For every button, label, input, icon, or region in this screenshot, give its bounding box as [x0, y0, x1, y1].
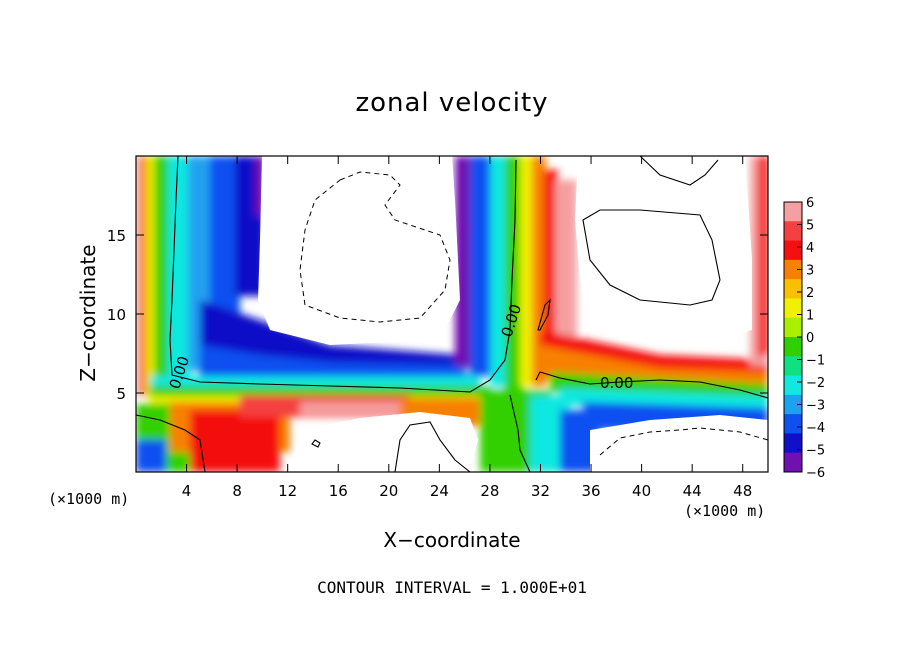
x-tick-label: 48: [733, 482, 752, 500]
field-surf-blue: [136, 440, 166, 472]
x-axis-ticks: 4 8 12 16 20 24 28 32 36 40 44 48: [182, 156, 752, 500]
x-tick-label: 12: [278, 482, 297, 500]
field-central-yellow: [520, 156, 534, 386]
colorbar-tick-label: −3: [806, 399, 825, 414]
colorbar-tick-label: 4: [806, 241, 814, 256]
colorbar-tick-label: −4: [806, 421, 825, 436]
colorbar-tick-label: −6: [806, 466, 825, 481]
x-units-left: (×1000 m): [48, 490, 130, 508]
colorbar-tick-label: 1: [806, 309, 814, 324]
colorbar-tick-label: −5: [806, 444, 825, 459]
colorbar-swatch: [784, 202, 802, 222]
x-axis-label: X−coordinate: [383, 528, 521, 552]
contour-label-right: 0.00: [600, 374, 633, 392]
colorbar-swatch: [784, 240, 802, 261]
contour-zero-right: [535, 371, 768, 399]
colorbar-swatch: [784, 298, 802, 319]
field-central-pink: [555, 180, 577, 380]
x-tick-label: 44: [683, 482, 702, 500]
x-tick-label: 24: [430, 482, 449, 500]
contour-top-right: [639, 156, 719, 186]
field-central-red: [544, 170, 558, 380]
field-left-violet: [255, 156, 265, 216]
x-tick-label: 40: [632, 482, 651, 500]
contour-right-loop: [582, 209, 721, 306]
field-white-bottom-right: [590, 415, 768, 472]
x-tick-label: 4: [182, 482, 192, 500]
contour-interval-note: CONTOUR INTERVAL = 1.000E+01: [317, 578, 587, 597]
field-central-violet: [455, 156, 473, 366]
field-central-blue: [470, 156, 492, 376]
colorbar-swatch: [784, 452, 802, 473]
x-tick-label: 36: [581, 482, 600, 500]
colorbar: 6 5 4 3 2 1 0 −1 −2 −3 −4 −5 −6: [783, 196, 825, 481]
contour-lower-central: [509, 394, 531, 472]
colorbar-swatch: [784, 375, 802, 396]
heatmap-field: [136, 156, 768, 472]
y-tick-label: 10: [107, 306, 126, 324]
field-left-green: [154, 156, 168, 386]
colorbar-tick-label: −1: [806, 354, 825, 369]
y-tick-label: 5: [116, 385, 126, 403]
contour-bottom-center: [394, 421, 471, 472]
field-white-right: [575, 156, 752, 345]
field-neg-sheet-edge: [200, 345, 470, 380]
colorbar-swatch: [784, 356, 802, 377]
field-right-red: [758, 156, 768, 356]
x-units-right: (×1000 m): [684, 502, 766, 520]
x-tick-label: 28: [480, 482, 499, 500]
field-left-cyan: [168, 156, 190, 381]
colorbar-swatch: [784, 337, 802, 357]
colorbar-tick-label: 3: [806, 264, 814, 279]
colorbar-tick-label: 0: [806, 331, 814, 346]
field-surf-pink: [300, 402, 430, 414]
y-axis-ticks: 5 10 15: [107, 227, 768, 403]
contour-tiny-loop: [311, 439, 321, 448]
field-white-bottom-center: [290, 412, 478, 472]
colorbar-swatch: [784, 279, 802, 299]
field-left-yellow: [147, 156, 155, 396]
field-white-center: [258, 156, 460, 345]
colorbar-swatch: [784, 433, 802, 454]
field-surf-red: [190, 410, 280, 472]
contour-negative-bottom-right: [599, 427, 768, 456]
x-tick-label: 16: [329, 482, 348, 500]
colorbar-swatch: [784, 221, 802, 242]
contour-negative-center: [299, 171, 451, 323]
colorbar-swatch: [784, 259, 802, 280]
x-tick-label: 8: [232, 482, 242, 500]
y-tick-label: 15: [107, 227, 126, 245]
contour-zero-main: [169, 156, 517, 393]
field-central-orange: [532, 156, 546, 386]
contour-lower-left: [136, 414, 206, 472]
field-neg-sheet: [200, 300, 470, 372]
contour-small-loop: [537, 298, 551, 331]
colorbar-swatch: [784, 394, 802, 415]
colorbar-tick-label: 6: [806, 196, 814, 211]
chart-title: zonal velocity: [355, 88, 549, 118]
colorbar-swatch: [784, 414, 802, 434]
colorbar-swatch: [784, 317, 802, 338]
colorbar-tick-label: −2: [806, 376, 825, 391]
colorbar-tick-label: 2: [806, 286, 814, 301]
field-central-cyan: [490, 156, 508, 386]
x-tick-label: 20: [379, 482, 398, 500]
field-left-orange: [140, 156, 148, 396]
x-tick-label: 32: [531, 482, 550, 500]
colorbar-tick-label: 5: [806, 219, 814, 234]
